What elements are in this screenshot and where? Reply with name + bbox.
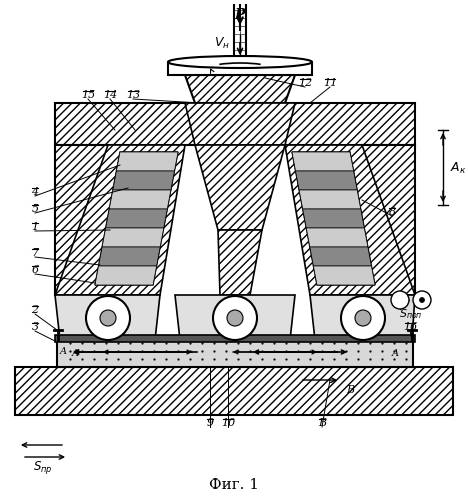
- Polygon shape: [292, 152, 353, 171]
- Text: A: A: [392, 349, 398, 358]
- Polygon shape: [55, 103, 415, 145]
- Ellipse shape: [168, 56, 312, 68]
- Polygon shape: [285, 145, 415, 295]
- Polygon shape: [57, 340, 413, 367]
- Polygon shape: [113, 171, 175, 190]
- Text: P: P: [235, 8, 245, 22]
- Polygon shape: [95, 266, 157, 285]
- Text: 12: 12: [298, 78, 312, 88]
- Polygon shape: [310, 295, 415, 340]
- Text: 15: 15: [81, 90, 95, 100]
- Polygon shape: [110, 190, 171, 209]
- Polygon shape: [55, 145, 185, 295]
- Polygon shape: [310, 247, 372, 266]
- Text: $S_{поп}$: $S_{поп}$: [399, 307, 423, 321]
- Text: 9: 9: [206, 418, 213, 428]
- Polygon shape: [175, 295, 295, 340]
- Polygon shape: [185, 75, 295, 103]
- Text: $S_{пр}$: $S_{пр}$: [33, 460, 53, 477]
- Circle shape: [391, 291, 409, 309]
- Circle shape: [355, 310, 371, 326]
- Text: $V_н$: $V_н$: [214, 35, 230, 50]
- Circle shape: [419, 297, 424, 302]
- Text: 13: 13: [126, 90, 140, 100]
- Text: 8: 8: [388, 207, 395, 217]
- Circle shape: [213, 296, 257, 340]
- Polygon shape: [117, 152, 178, 171]
- Text: 5: 5: [31, 204, 38, 214]
- Text: 1: 1: [31, 222, 38, 232]
- Circle shape: [100, 310, 116, 326]
- Text: A: A: [59, 347, 66, 356]
- Text: 7: 7: [31, 248, 38, 258]
- Polygon shape: [296, 171, 357, 190]
- Circle shape: [341, 296, 385, 340]
- Polygon shape: [55, 145, 108, 295]
- Polygon shape: [106, 209, 167, 228]
- Circle shape: [227, 310, 243, 326]
- Text: 6: 6: [31, 265, 38, 275]
- Polygon shape: [306, 228, 368, 247]
- Polygon shape: [99, 247, 160, 266]
- Text: Фиг. 1: Фиг. 1: [209, 478, 259, 492]
- Text: 16: 16: [403, 322, 417, 332]
- Polygon shape: [102, 228, 164, 247]
- Text: B: B: [318, 418, 326, 428]
- Polygon shape: [55, 295, 160, 340]
- Polygon shape: [362, 145, 415, 295]
- Text: B: B: [346, 385, 354, 395]
- Text: 11: 11: [323, 78, 337, 88]
- Polygon shape: [168, 62, 312, 75]
- Text: 14: 14: [103, 90, 117, 100]
- Polygon shape: [95, 152, 178, 285]
- Circle shape: [86, 296, 130, 340]
- Polygon shape: [15, 367, 453, 415]
- Polygon shape: [55, 335, 415, 342]
- Circle shape: [413, 291, 431, 309]
- Text: A: A: [72, 349, 79, 358]
- Polygon shape: [303, 209, 364, 228]
- Text: 10: 10: [221, 418, 235, 428]
- Text: 3: 3: [31, 322, 38, 332]
- Text: 4: 4: [31, 187, 38, 197]
- Polygon shape: [218, 230, 262, 295]
- Polygon shape: [299, 190, 361, 209]
- Polygon shape: [292, 152, 375, 285]
- Polygon shape: [195, 145, 285, 230]
- Text: $A_к$: $A_к$: [450, 161, 466, 176]
- Polygon shape: [185, 103, 295, 145]
- Text: 2: 2: [31, 305, 38, 315]
- Polygon shape: [314, 266, 375, 285]
